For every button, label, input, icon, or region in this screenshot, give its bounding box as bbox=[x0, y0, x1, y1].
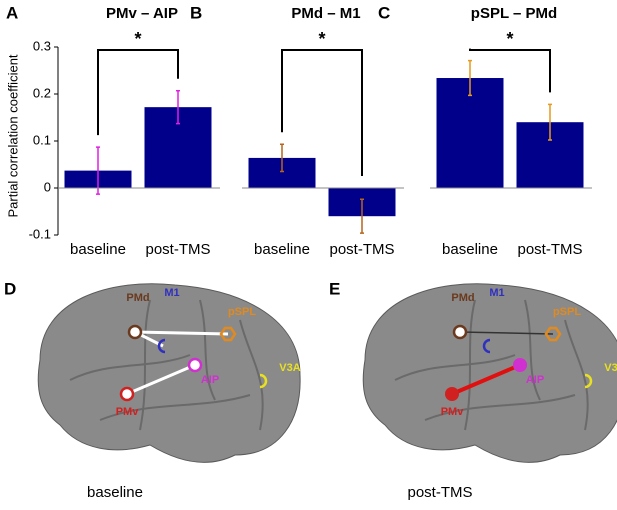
connection bbox=[126, 363, 196, 396]
region-label: PMv bbox=[116, 406, 140, 418]
error-bar bbox=[548, 103, 552, 141]
region-marker bbox=[219, 326, 237, 342]
brain-sulci bbox=[69, 299, 264, 431]
region-label: AIP bbox=[526, 374, 544, 386]
region-marker bbox=[584, 373, 593, 389]
chart-title: pSPL – PMd bbox=[471, 5, 557, 22]
significance-star: * bbox=[134, 29, 141, 49]
connection bbox=[459, 331, 554, 335]
region-marker bbox=[187, 357, 203, 373]
panel-caption: baseline bbox=[87, 484, 143, 501]
x-tick-label: post-TMS bbox=[517, 241, 582, 258]
y-tick-label: 0.3 bbox=[33, 38, 51, 53]
region-marker bbox=[259, 373, 268, 389]
region-label: PMv bbox=[441, 406, 465, 418]
region-label: PMd bbox=[451, 292, 474, 304]
error-bar bbox=[176, 89, 180, 125]
error-bar bbox=[280, 143, 284, 173]
y-tick-label: 0.2 bbox=[33, 85, 51, 100]
region-label: PMd bbox=[126, 292, 149, 304]
region-label: V3A bbox=[604, 362, 617, 374]
x-tick-label: baseline bbox=[70, 241, 126, 258]
region-label: pSPL bbox=[553, 306, 581, 318]
panel-letter: A bbox=[6, 3, 18, 22]
error-bar bbox=[96, 146, 100, 195]
connection bbox=[134, 330, 229, 336]
panel-letter: E bbox=[329, 279, 340, 298]
significance-bracket bbox=[469, 48, 551, 93]
region-label: V3A bbox=[279, 362, 300, 374]
region-node bbox=[513, 358, 527, 372]
region-marker bbox=[119, 386, 135, 402]
panel-letter: C bbox=[378, 3, 390, 22]
significance-star: * bbox=[318, 29, 325, 49]
region-marker bbox=[452, 324, 468, 340]
brain-panel: E PMd M1 pSPL V3A AIP PMv post-TMS bbox=[329, 279, 617, 501]
significance-star: * bbox=[506, 29, 513, 49]
x-tick-label: post-TMS bbox=[145, 241, 210, 258]
brain-sulci bbox=[394, 299, 589, 431]
y-tick-label: -0.1 bbox=[29, 226, 51, 241]
region-marker bbox=[544, 326, 562, 342]
region-marker bbox=[482, 338, 491, 354]
brain bbox=[37, 283, 301, 463]
region-label: AIP bbox=[201, 374, 219, 386]
y-tick-label: 0.1 bbox=[33, 132, 51, 147]
panel-letter: D bbox=[4, 279, 16, 298]
significance-bracket bbox=[97, 49, 179, 136]
brain-panel: D PMd M1 pSPL V3A AIP PMv baseline bbox=[4, 279, 301, 500]
x-tick-label: baseline bbox=[254, 241, 310, 258]
region-marker bbox=[157, 338, 166, 354]
chart-title: PMd – M1 bbox=[291, 5, 360, 22]
error-bar bbox=[468, 59, 472, 97]
chart-title: PMv – AIP bbox=[106, 5, 178, 22]
significance-bracket bbox=[281, 49, 363, 176]
panel-caption: post-TMS bbox=[407, 484, 472, 501]
y-axis-label: Partial correlation coefficient bbox=[5, 54, 20, 217]
x-tick-label: post-TMS bbox=[329, 241, 394, 258]
panel-letter: B bbox=[190, 3, 202, 22]
bar bbox=[436, 78, 504, 188]
connection bbox=[451, 363, 521, 396]
region-label: M1 bbox=[489, 287, 504, 299]
error-bar bbox=[360, 198, 364, 234]
y-tick-label: 0 bbox=[44, 179, 51, 194]
region-node bbox=[445, 387, 459, 401]
region-label: M1 bbox=[164, 287, 179, 299]
region-marker bbox=[127, 324, 143, 340]
x-tick-label: baseline bbox=[442, 241, 498, 258]
region-label: pSPL bbox=[228, 306, 256, 318]
